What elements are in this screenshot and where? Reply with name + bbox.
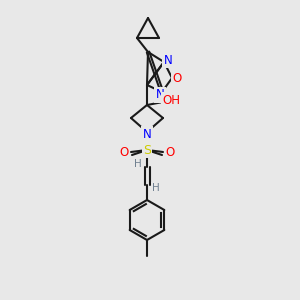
Text: O: O bbox=[172, 71, 182, 85]
Text: H: H bbox=[134, 159, 142, 169]
Text: N: N bbox=[156, 88, 164, 101]
Text: N: N bbox=[142, 128, 152, 140]
Text: S: S bbox=[143, 143, 151, 157]
Text: O: O bbox=[165, 146, 175, 160]
Text: OH: OH bbox=[162, 94, 180, 106]
Text: N: N bbox=[164, 53, 172, 67]
Text: H: H bbox=[152, 183, 160, 193]
Text: O: O bbox=[119, 146, 129, 160]
